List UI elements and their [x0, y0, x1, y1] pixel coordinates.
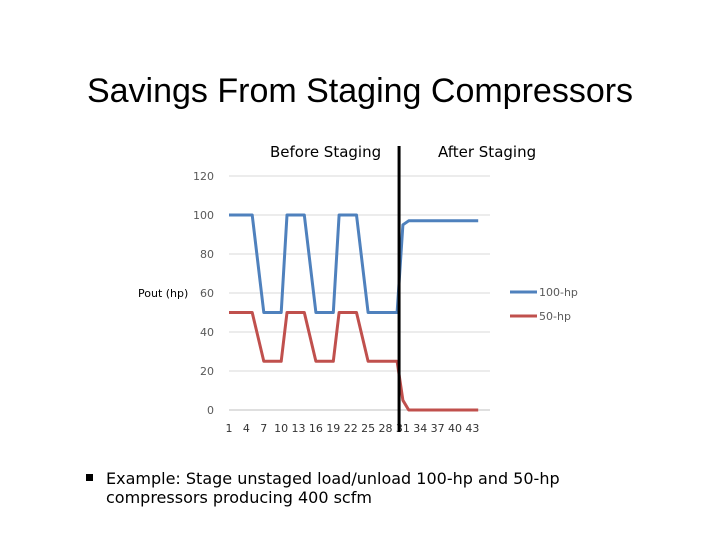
x-tick-label: 28	[378, 422, 392, 435]
x-tick-label: 1	[226, 422, 233, 435]
legend-label: 100-hp	[539, 286, 578, 299]
gridlines	[229, 175, 490, 411]
series-lines	[229, 213, 479, 412]
after-staging-label: After Staging	[438, 143, 537, 161]
slide-title: Savings From Staging Compressors	[86, 72, 634, 110]
y-tick-label: 120	[193, 170, 214, 183]
x-tick-label: 13	[292, 422, 306, 435]
x-tick-label: 10	[274, 422, 288, 435]
bullet-square-icon	[86, 474, 93, 481]
series-line-50-hp	[229, 311, 479, 412]
x-tick-label: 43	[465, 422, 479, 435]
y-tick-label: 20	[200, 365, 214, 378]
x-tick-label: 19	[326, 422, 340, 435]
x-tick-label: 34	[413, 422, 427, 435]
x-tick-label: 25	[361, 422, 375, 435]
x-tick-label: 22	[344, 422, 358, 435]
series-line-100-hp	[229, 213, 479, 314]
y-tick-label: 40	[200, 326, 214, 339]
y-axis-label: Pout (hp)	[138, 287, 188, 300]
x-tick-label: 37	[431, 422, 445, 435]
x-tick-label: 40	[448, 422, 462, 435]
y-tick-label: 60	[200, 287, 214, 300]
y-tick-label: 100	[193, 209, 214, 222]
x-tick-label: 7	[260, 422, 267, 435]
before-staging-label: Before Staging	[270, 143, 382, 161]
y-tick-label: 0	[207, 404, 214, 417]
legend-label: 50-hp	[539, 310, 571, 323]
x-tick-label: 16	[309, 422, 323, 435]
x-tick-label: 4	[243, 422, 250, 435]
legend: 100-hp 50-hp	[510, 286, 578, 323]
example-bullet-text: Example: Stage unstaged load/unload 100-…	[106, 469, 560, 507]
y-tick-label: 80	[200, 248, 214, 261]
